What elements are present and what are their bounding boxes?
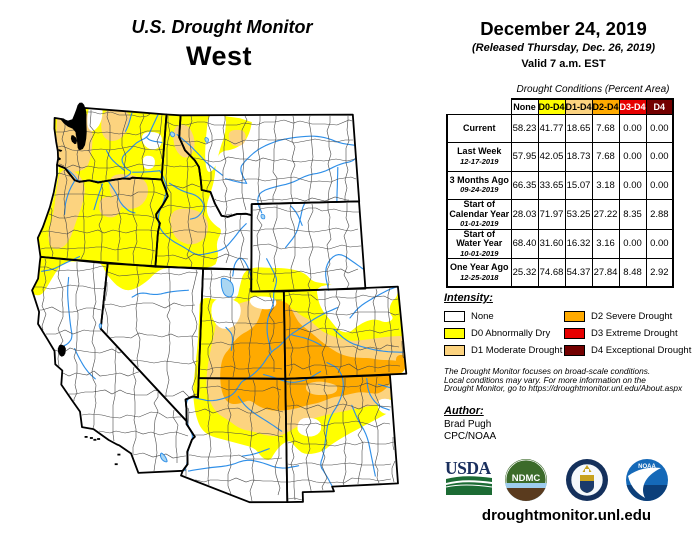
svg-text:NDMC: NDMC bbox=[512, 473, 541, 484]
svg-text:USDA: USDA bbox=[445, 458, 492, 478]
svg-text:NOAA: NOAA bbox=[638, 464, 656, 470]
